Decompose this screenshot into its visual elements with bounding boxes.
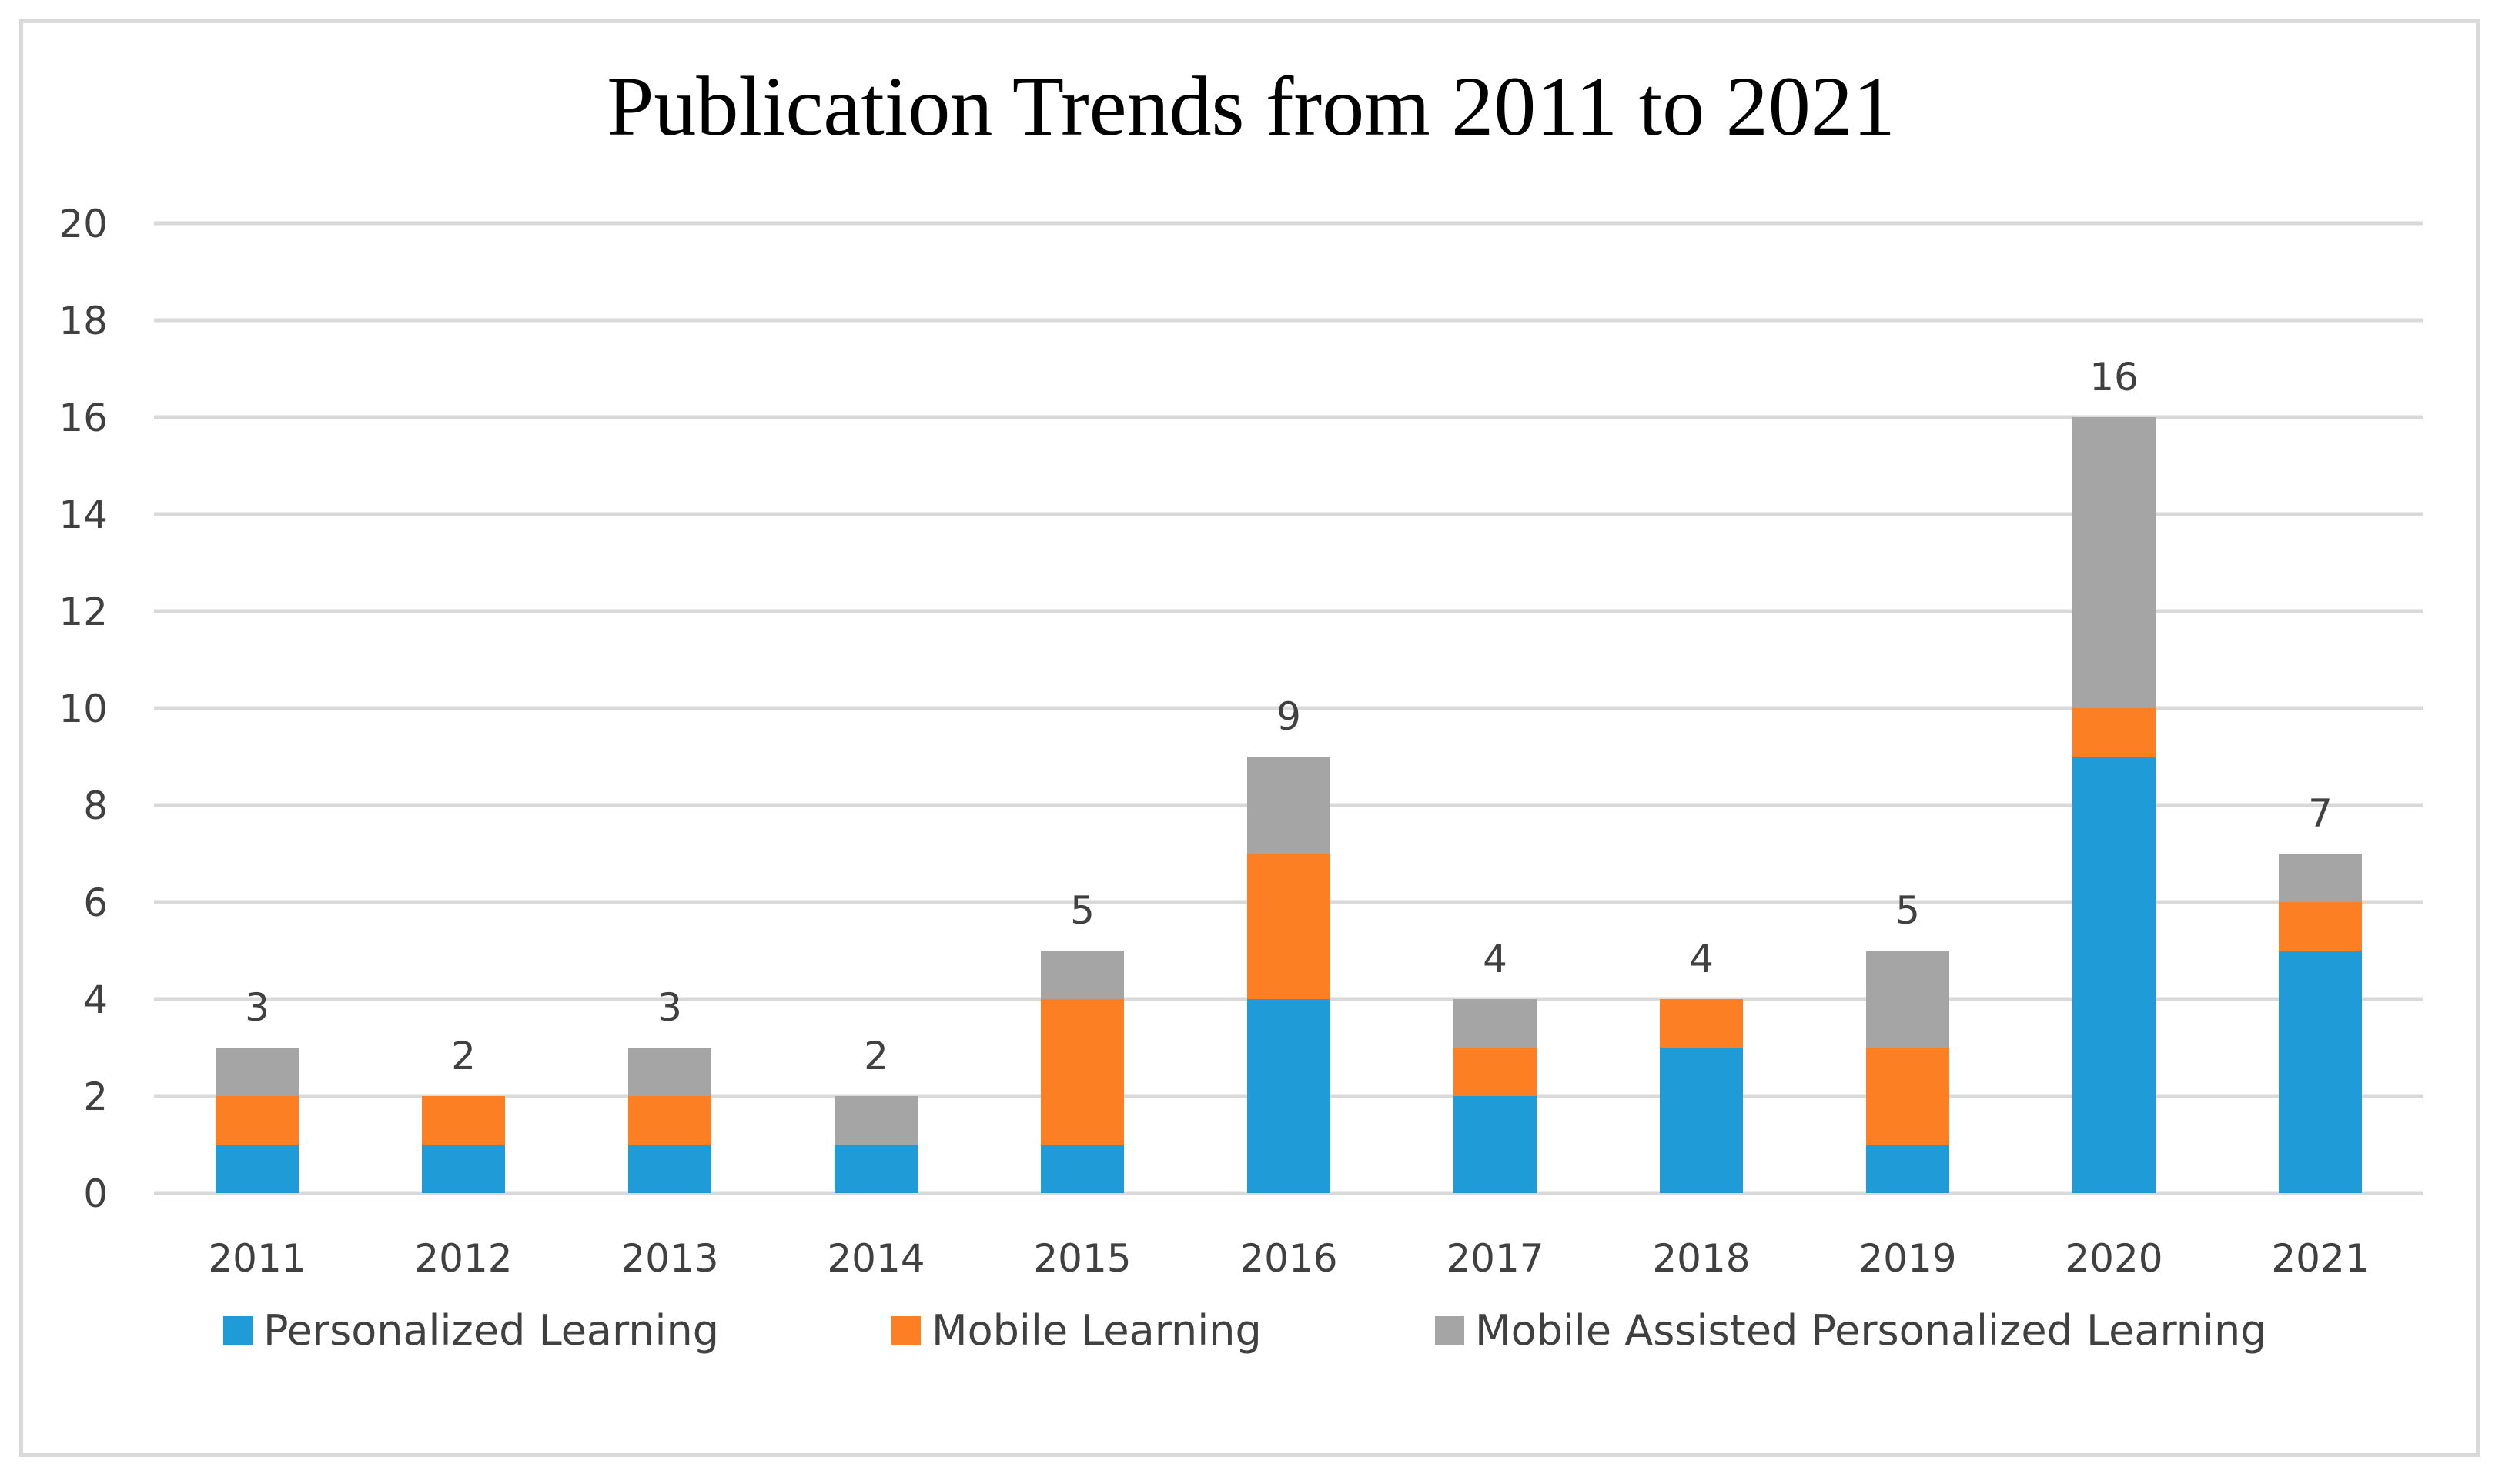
- bar-2015-series-1: [1041, 999, 1124, 1145]
- bar-2019-series-1: [1866, 1048, 1949, 1145]
- y-tick-label: 8: [83, 784, 108, 828]
- total-label-2012: 2: [451, 1034, 476, 1078]
- bar-2017-series-0: [1453, 1096, 1537, 1193]
- total-label-2018: 4: [1689, 937, 1714, 981]
- total-label-2013: 3: [657, 985, 682, 1030]
- bar-2021-series-1: [2279, 902, 2362, 951]
- y-tick-label: 6: [83, 881, 108, 925]
- legend-label-2: Mobile Assisted Personalized Learning: [1475, 1306, 2266, 1355]
- legend-swatch-1: [891, 1316, 921, 1345]
- x-tick-label: 2011: [208, 1236, 306, 1281]
- x-tick-label: 2015: [1033, 1236, 1131, 1281]
- y-tick-label: 2: [83, 1075, 108, 1119]
- total-label-2011: 3: [245, 985, 269, 1030]
- total-label-2016: 9: [1276, 694, 1301, 739]
- x-tick-label: 2016: [1239, 1236, 1337, 1281]
- x-tick-label: 2014: [827, 1236, 925, 1281]
- x-axis: 2011 2012 2013 2014 2015 2016 2017 2018 2019 2020…: [208, 1236, 2369, 1281]
- y-axis-ticks: 0 2 4 6 8 10 12 14 16 18 20: [59, 202, 108, 1216]
- chart-title: Publication Trends from 2011 to 2021: [607, 59, 1895, 153]
- bar-2018-series-0: [1660, 1048, 1743, 1193]
- bar-2012-series-0: [422, 1145, 505, 1193]
- bar-2012-series-1: [422, 1096, 505, 1145]
- x-tick-label: 2012: [414, 1236, 512, 1281]
- bar-2021-series-0: [2279, 951, 2362, 1193]
- y-tick-label: 20: [59, 202, 108, 246]
- y-tick-label: 0: [83, 1171, 108, 1216]
- x-tick-label: 2020: [2065, 1236, 2162, 1281]
- bar-2011-series-2: [216, 1048, 299, 1096]
- bar-2020-series-2: [2072, 417, 2156, 708]
- bar-2017-series-2: [1453, 999, 1537, 1048]
- bar-2013-series-2: [628, 1048, 711, 1096]
- bar-2019-series-2: [1866, 951, 1949, 1048]
- y-tick-label: 12: [59, 590, 108, 634]
- legend-label-1: Mobile Learning: [932, 1306, 1262, 1355]
- x-tick-label: 2017: [1446, 1236, 1544, 1281]
- bars: [216, 417, 2362, 1193]
- bar-2017-series-1: [1453, 1048, 1537, 1096]
- legend-swatch-0: [223, 1316, 253, 1345]
- bar-2014-series-2: [835, 1096, 918, 1145]
- y-tick-label: 10: [59, 687, 108, 731]
- bar-2016-series-0: [1247, 999, 1330, 1193]
- total-label-2021: 7: [2308, 791, 2333, 836]
- x-tick-label: 2021: [2271, 1236, 2369, 1281]
- bar-2014-series-0: [835, 1145, 918, 1193]
- total-label-2017: 4: [1483, 937, 1507, 981]
- y-tick-label: 4: [83, 978, 108, 1022]
- bar-2013-series-1: [628, 1096, 711, 1145]
- x-tick-label: 2018: [1652, 1236, 1750, 1281]
- bar-2016-series-2: [1247, 757, 1330, 854]
- bar-2020-series-1: [2072, 708, 2156, 757]
- bar-2015-series-2: [1041, 951, 1124, 999]
- legend-label-0: Personalized Learning: [263, 1306, 719, 1355]
- bar-2011-series-0: [216, 1145, 299, 1193]
- total-label-2015: 5: [1070, 888, 1095, 933]
- bar-2011-series-1: [216, 1096, 299, 1145]
- bar-2016-series-1: [1247, 854, 1330, 999]
- bar-2021-series-2: [2279, 854, 2362, 902]
- legend-swatch-2: [1435, 1316, 1464, 1345]
- chart-frame: [19, 19, 2480, 1457]
- y-tick-label: 18: [59, 299, 108, 343]
- gridlines: [154, 221, 2423, 1195]
- total-label-2014: 2: [864, 1034, 888, 1078]
- x-tick-label: 2019: [1858, 1236, 1956, 1281]
- y-tick-label: 14: [59, 493, 108, 537]
- bar-2018-series-1: [1660, 999, 1743, 1048]
- total-labels: 3 2 3 2 5 9 4 4 5 16 7: [245, 355, 2333, 1078]
- total-label-2020: 16: [2089, 355, 2139, 399]
- bar-2015-series-0: [1041, 1145, 1124, 1193]
- total-label-2019: 5: [1895, 888, 1920, 933]
- bar-2020-series-0: [2072, 757, 2156, 1193]
- bar-2013-series-0: [628, 1145, 711, 1193]
- y-tick-label: 16: [59, 396, 108, 440]
- bar-2019-series-0: [1866, 1145, 1949, 1193]
- legend: Personalized Learning Mobile Learning Mobi…: [223, 1306, 2266, 1355]
- x-tick-label: 2013: [620, 1236, 718, 1281]
